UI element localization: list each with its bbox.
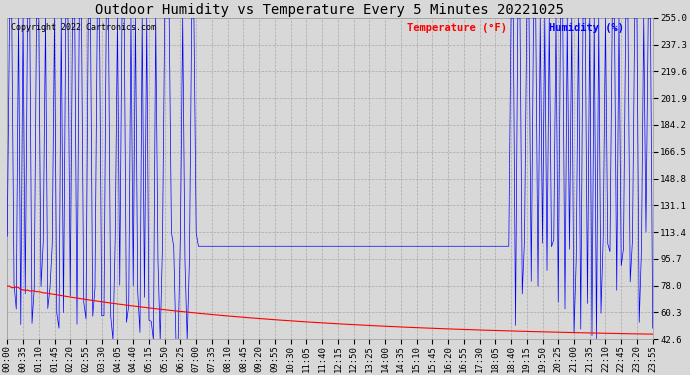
Text: Temperature (°F): Temperature (°F)	[407, 23, 507, 33]
Title: Outdoor Humidity vs Temperature Every 5 Minutes 20221025: Outdoor Humidity vs Temperature Every 5 …	[95, 3, 564, 17]
Text: Humidity (%): Humidity (%)	[549, 23, 624, 33]
Text: Copyright 2022 Cartronics.com: Copyright 2022 Cartronics.com	[10, 23, 155, 32]
